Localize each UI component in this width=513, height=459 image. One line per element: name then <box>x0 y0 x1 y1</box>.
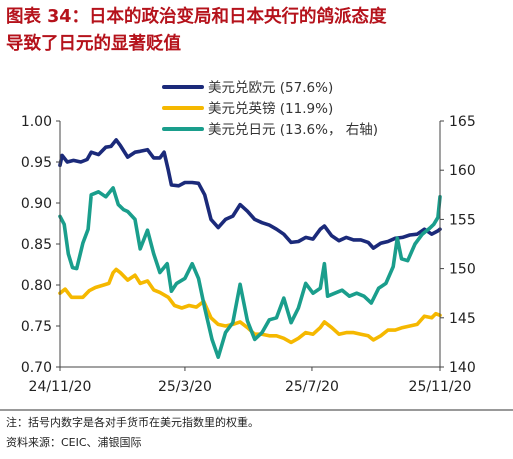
y-left-tick-label-1: 0.75 <box>21 319 52 335</box>
legend: 美元兑欧元 (57.6%) 美元兑英镑 (11.9%) 美元兑日元 (13.6%， … <box>162 80 378 138</box>
y-right-tick-label-5: 165 <box>449 114 476 130</box>
series-line-0 <box>58 138 442 250</box>
source-note: 资料来源：CEIC、浦银国际 <box>6 436 142 449</box>
axes-layer: 0.70 0.75 0.80 0.85 0.90 0.95 1.00 140 145 150 155… <box>21 114 476 395</box>
x-tick-label-2: 25/7/20 <box>285 379 339 395</box>
y-right-tick-label-4: 160 <box>449 163 476 179</box>
y-left-tick-label-5: 0.95 <box>21 155 52 171</box>
x-tick-label-3: 25/11/20 <box>409 379 472 395</box>
x-tick-label-1: 25/3/20 <box>158 379 212 395</box>
legend-label-2: 美元兑日元 (13.6%， 右轴) <box>208 122 378 138</box>
y-right-tick-label-1: 145 <box>449 311 476 327</box>
y-left-tick-label-2: 0.80 <box>21 278 52 294</box>
footnote: 注：括号内数字是各对手货币在美元指数里的权重。 <box>6 416 259 429</box>
y-left-tick-label-6: 1.00 <box>21 114 52 130</box>
y-right-tick-label-3: 155 <box>449 212 476 228</box>
x-tick-label-0: 24/11/20 <box>29 379 92 395</box>
y-left-tick-label-3: 0.85 <box>21 237 52 253</box>
y-left-tick-label-4: 0.90 <box>21 196 52 212</box>
y-right-tick-label-0: 140 <box>449 360 476 376</box>
legend-label-1: 美元兑英镑 (11.9%) <box>208 100 333 117</box>
chart-title-line-1: 图表 34：日本的政治变局和日本央行的鸽派态度 <box>6 7 387 27</box>
series-line-1 <box>58 267 442 345</box>
series-layer <box>58 138 442 359</box>
y-left-tick-label-0: 0.70 <box>21 360 52 376</box>
y-right-tick-label-2: 150 <box>449 262 476 278</box>
chart-title: 图表 34：日本的政治变局和日本央行的鸽派态度 导致了日元的显著贬值 <box>6 4 506 58</box>
series-line-2 <box>58 186 442 359</box>
legend-label-0: 美元兑欧元 (57.6%) <box>208 80 333 96</box>
chart-title-line-2: 导致了日元的显著贬值 <box>6 34 181 54</box>
